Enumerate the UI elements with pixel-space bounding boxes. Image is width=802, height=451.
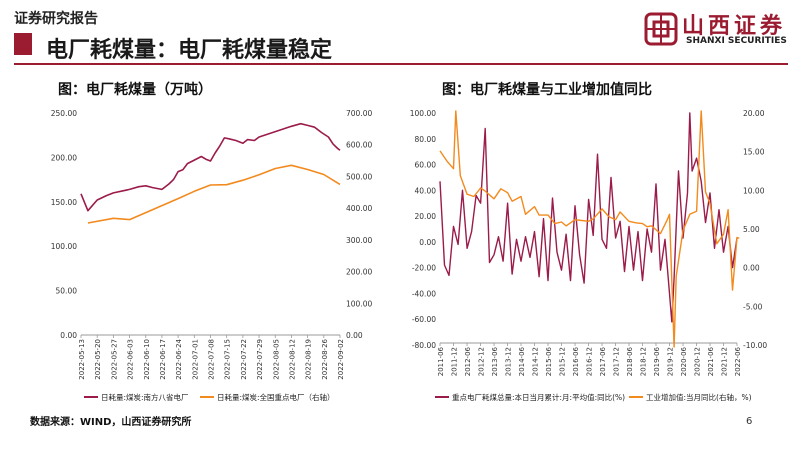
y-left-tick-label: -20.00 xyxy=(412,264,436,273)
y-left-tick-label: 50.00 xyxy=(56,287,78,296)
series-line-2 xyxy=(87,164,341,224)
x-tick-label: 2021-06 xyxy=(707,346,715,376)
y-right-tick-label: 700.00 xyxy=(346,109,372,118)
x-tick-label: 2018-12 xyxy=(640,347,648,376)
y-right-tick-label: 5.00 xyxy=(743,225,760,234)
y-right-tick-label: 0.00 xyxy=(743,264,760,273)
y-right-tick-label: 100.00 xyxy=(346,299,372,308)
x-tick-label: 2022-07-01 xyxy=(191,339,199,380)
x-tick-label: 2022-05-27 xyxy=(110,339,118,380)
x-tick-label: 2020-06 xyxy=(680,346,688,376)
x-tick-label: 2017-06 xyxy=(599,346,607,376)
y-right-tick-label: 500.00 xyxy=(346,172,372,181)
page-title: 电厂耗煤量：电厂耗煤量稳定 xyxy=(46,38,333,63)
x-tick-label: 2011-12 xyxy=(451,347,459,376)
legend-label-2: 日耗量:煤炭:全国重点电厂（右轴） xyxy=(217,392,335,402)
x-tick-label: 2022-06-03 xyxy=(127,339,135,380)
y-right-tick-label: -10.00 xyxy=(743,341,767,350)
chart-2-title: 图：电厂耗煤量与工业增加值同比 xyxy=(442,82,652,98)
x-tick-label: 2019-06 xyxy=(653,346,661,376)
series-line-2 xyxy=(439,110,740,348)
y-right-tick-label: 600.00 xyxy=(346,141,372,150)
report-label: 证券研究报告 xyxy=(14,11,98,27)
x-tick-label: 2011-06 xyxy=(437,346,445,376)
x-tick-label: 2012-12 xyxy=(478,347,486,376)
y-left-tick-label: -60.00 xyxy=(412,315,436,324)
chart-1-title: 图：电厂耗煤量（万吨） xyxy=(58,82,212,98)
series-line-1 xyxy=(439,112,738,323)
y-left-tick-label: 40.00 xyxy=(415,186,437,195)
header-divider xyxy=(14,63,788,65)
y-right-tick-label: 20.00 xyxy=(743,109,765,118)
x-tick-label: 2018-06 xyxy=(626,346,634,376)
x-tick-label: 2014-12 xyxy=(532,347,540,376)
title-accent-bar xyxy=(14,33,32,55)
x-tick-label: 2015-06 xyxy=(545,346,553,376)
y-left-tick-label: 0.00 xyxy=(60,331,77,340)
x-tick-label: 2017-12 xyxy=(613,347,621,376)
company-logo-icon xyxy=(644,12,678,46)
x-tick-label: 2022-06 xyxy=(734,346,742,376)
x-tick-label: 2022-07-08 xyxy=(208,339,216,380)
x-tick-label: 2020-12 xyxy=(694,347,702,376)
legend-label-2: 工业增加值:当月同比(右轴，%) xyxy=(646,392,752,402)
x-tick-label: 2022-07-15 xyxy=(224,339,232,380)
y-left-tick-label: 20.00 xyxy=(415,212,437,221)
y-right-tick-label: 15.00 xyxy=(743,148,765,157)
y-left-tick-label: 100.00 xyxy=(410,109,436,118)
x-tick-label: 2013-06 xyxy=(491,346,499,376)
legend-label-1: 日耗量:煤炭:南方八省电厂 xyxy=(101,392,189,402)
x-tick-label: 2016-06 xyxy=(572,346,580,376)
x-tick-label: 2022-08-26 xyxy=(321,338,329,379)
coal-vs-industrial-chart: -80.00 -60.00 -40.00 -20.00 0.00 20.00 40.00 60… xyxy=(410,109,768,402)
x-tick-label: 2016-12 xyxy=(586,347,594,376)
y-left-tick-label: -40.00 xyxy=(412,289,436,298)
x-tick-label: 2022-05-13 xyxy=(78,339,86,380)
series-line-1 xyxy=(80,122,341,212)
x-tick-label: 2022-06-17 xyxy=(159,339,167,380)
y-left-tick-label: 150.00 xyxy=(51,198,77,207)
y-right-tick-label: 10.00 xyxy=(743,186,765,195)
y-left-tick-label: 100.00 xyxy=(51,242,77,251)
x-tick-label: 2014-06 xyxy=(518,346,526,376)
y-left-tick-label: 200.00 xyxy=(51,153,77,162)
x-tick-label: 2022-09-02 xyxy=(337,339,345,380)
logo-subtext: SHANXI SECURITIES xyxy=(686,36,787,46)
x-tick-label: 2022-06-24 xyxy=(175,338,183,379)
x-tick-label: 2019-12 xyxy=(667,347,675,376)
legend-label-1: 重点电厂耗煤总量:本日当月累计:月:平均值:同比(%) xyxy=(452,392,625,402)
y-left-tick-label: 250.00 xyxy=(51,109,77,118)
x-tick-label: 2022-08-19 xyxy=(305,339,313,380)
x-tick-label: 2022-06-10 xyxy=(143,339,151,380)
x-tick-label: 2022-07-29 xyxy=(256,339,264,380)
x-tick-label: 2013-12 xyxy=(505,347,513,376)
coal-consumption-chart: 0.00 50.00 100.00 150.00 200.00 250.00 0.00 100… xyxy=(51,109,373,402)
y-right-tick-label: 200.00 xyxy=(346,268,372,277)
page-number: 6 xyxy=(746,416,753,427)
x-tick-label: 2021-12 xyxy=(721,347,729,376)
y-right-tick-label: 300.00 xyxy=(346,236,372,245)
y-left-tick-label: 80.00 xyxy=(415,135,437,144)
x-tick-label: 2022-08-12 xyxy=(288,339,296,380)
y-right-tick-label: 0.00 xyxy=(346,331,363,340)
y-left-tick-label: 0.00 xyxy=(419,238,436,247)
logo-text: 山西证券 xyxy=(682,14,787,39)
x-tick-label: 2022-08-05 xyxy=(272,339,280,380)
y-left-tick-label: 60.00 xyxy=(415,161,437,170)
x-tick-label: 2022-05-20 xyxy=(94,339,102,380)
y-left-tick-label: -80.00 xyxy=(412,341,436,350)
y-right-tick-label: 400.00 xyxy=(346,204,372,213)
data-source-note: 数据来源：WIND，山西证券研究所 xyxy=(30,417,192,428)
x-tick-label: 2022-07-22 xyxy=(240,339,248,380)
y-right-tick-label: -5.00 xyxy=(743,302,763,311)
x-tick-label: 2012-06 xyxy=(464,346,472,376)
x-tick-label: 2015-12 xyxy=(559,347,567,376)
